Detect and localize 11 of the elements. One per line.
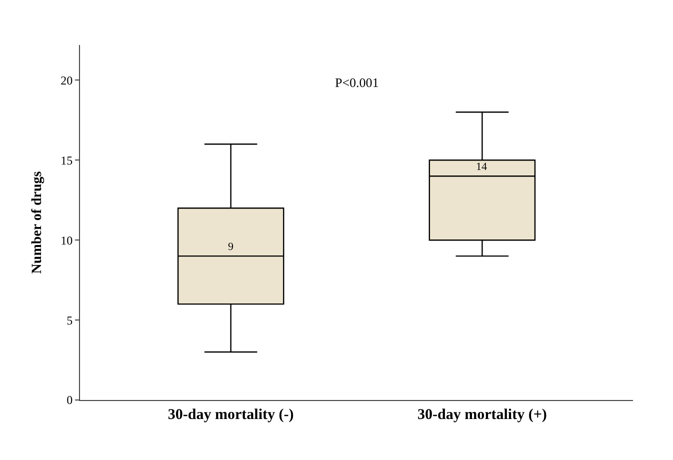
y-tick-label: 15 — [60, 153, 73, 168]
y-tick-label: 0 — [66, 393, 73, 408]
y-tick-label: 5 — [66, 313, 73, 328]
annotation: 9 — [228, 241, 234, 253]
x-tick-label: 30-day mortality (+) — [418, 407, 547, 423]
annotation: 14 — [476, 161, 488, 173]
x-tick-label: 30-day mortality (-) — [168, 407, 294, 423]
y-axis-title: Number of drugs — [30, 170, 46, 274]
y-tick-label: 10 — [60, 233, 73, 248]
annotation: P<0.001 — [335, 75, 379, 90]
y-tick-label: 20 — [60, 73, 73, 88]
